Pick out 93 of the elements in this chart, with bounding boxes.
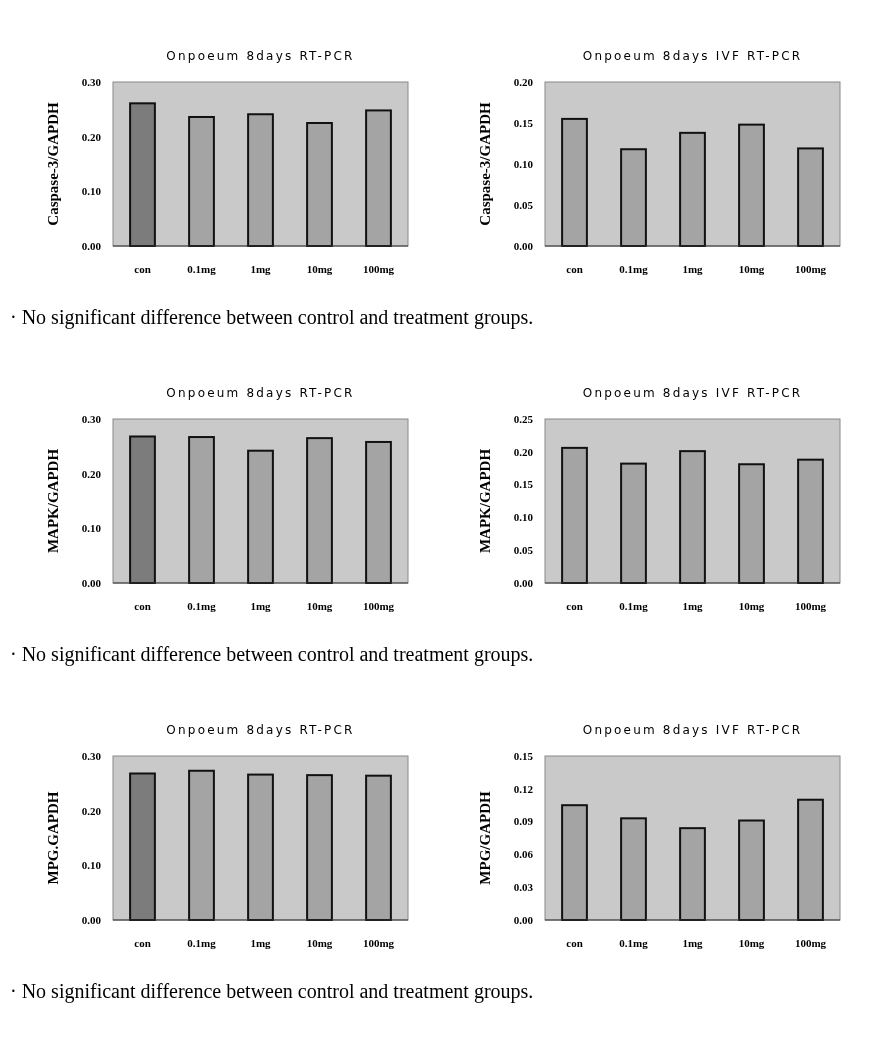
- y-tick-label: 0.00: [513, 913, 534, 926]
- y-tick-label: 0.10: [81, 185, 102, 198]
- bar: [620, 462, 647, 584]
- y-axis-title: MPG/GAPDH: [477, 791, 493, 885]
- y-tick-label: 0.20: [513, 75, 534, 88]
- y-tick-label: 0.20: [513, 445, 534, 458]
- chart-title: Onpoeum 8days IVF RT-PCR: [582, 49, 803, 63]
- y-tick-label: 0.06: [513, 848, 534, 861]
- y-axis-title: Caspase-3/GAPDH: [477, 102, 493, 226]
- y-tick-label: 0.20: [81, 467, 102, 480]
- x-tick-label: 1mg: [682, 600, 704, 612]
- y-axis-title: Caspase-3/GAPDH: [45, 102, 61, 226]
- bar: [620, 817, 647, 921]
- y-tick-label: 0.30: [81, 75, 102, 88]
- y-tick-label: 0.30: [81, 412, 102, 425]
- bar: [679, 450, 706, 584]
- x-tick-label: 0.1mg: [619, 937, 649, 949]
- y-tick-label: 0.15: [513, 478, 534, 491]
- x-tick-label: 10mg: [738, 937, 765, 949]
- x-tick-label: 0.1mg: [187, 600, 217, 612]
- y-tick-label: 0.05: [513, 544, 534, 557]
- y-tick-label: 0.25: [513, 412, 534, 425]
- bar: [561, 804, 588, 921]
- x-tick-label: con: [566, 600, 583, 612]
- chart-title: Onpoeum 8days IVF RT-PCR: [582, 723, 803, 737]
- text: · No significant difference between control and treatment groups.: [9, 979, 535, 1005]
- x-tick-label: 10mg: [738, 263, 765, 275]
- x-tick-label: 1mg: [250, 263, 272, 275]
- y-tick-label: 0.10: [513, 511, 534, 524]
- bar: [679, 131, 706, 247]
- bar: [797, 798, 824, 921]
- x-tick-label: con: [134, 600, 151, 612]
- chart-title: Onpoeum 8days RT-PCR: [166, 723, 355, 737]
- y-tick-label: 0.00: [81, 239, 102, 252]
- y-tick-label: 0.00: [81, 913, 102, 926]
- y-tick-label: 0.09: [513, 815, 534, 828]
- x-tick-label: 100mg: [794, 937, 827, 949]
- x-tick-label: 0.1mg: [187, 263, 217, 275]
- bar: [797, 458, 824, 584]
- y-tick-label: 0.10: [81, 522, 102, 535]
- x-tick-label: con: [566, 263, 583, 275]
- x-tick-label: 10mg: [306, 937, 333, 949]
- y-axis-title: MPG.GAPDH: [45, 791, 61, 885]
- bar: [365, 109, 392, 247]
- x-tick-label: 1mg: [682, 937, 704, 949]
- bar: [306, 122, 333, 247]
- bar: [561, 446, 588, 584]
- text: · No significant difference between control and treatment groups.: [9, 642, 535, 668]
- y-tick-label: 0.15: [513, 749, 534, 762]
- bar: [738, 819, 765, 921]
- bar: [797, 147, 824, 247]
- y-tick-label: 0.00: [81, 576, 102, 589]
- x-tick-label: 0.1mg: [619, 600, 649, 612]
- y-tick-label: 0.00: [513, 239, 534, 252]
- x-tick-label: 1mg: [250, 937, 272, 949]
- x-tick-label: con: [134, 263, 151, 275]
- x-tick-label: 10mg: [306, 263, 333, 275]
- x-tick-label: 0.1mg: [619, 263, 649, 275]
- chart-title: Onpoeum 8days RT-PCR: [166, 49, 355, 63]
- chart-title: Onpoeum 8days IVF RT-PCR: [582, 386, 803, 400]
- bar: [188, 115, 215, 247]
- x-tick-label: 100mg: [362, 263, 395, 275]
- y-tick-label: 0.10: [81, 859, 102, 872]
- y-tick-label: 0.20: [81, 130, 102, 143]
- y-tick-label: 0.05: [513, 198, 534, 211]
- x-tick-label: 100mg: [362, 600, 395, 612]
- y-tick-label: 0.15: [513, 116, 534, 129]
- y-tick-label: 0.00: [513, 576, 534, 589]
- y-tick-label: 0.12: [513, 782, 534, 795]
- x-tick-label: 10mg: [738, 600, 765, 612]
- y-tick-label: 0.30: [81, 749, 102, 762]
- chart-title: Onpoeum 8days RT-PCR: [166, 386, 355, 400]
- y-axis-title: MAPK/GAPDH: [477, 448, 493, 554]
- x-tick-label: con: [134, 937, 151, 949]
- x-tick-label: 0.1mg: [187, 937, 217, 949]
- y-axis-title: MAPK/GAPDH: [45, 448, 61, 554]
- y-tick-label: 0.10: [513, 157, 534, 170]
- y-tick-label: 0.03: [513, 881, 534, 894]
- bar: [738, 463, 765, 584]
- x-tick-label: 1mg: [682, 263, 704, 275]
- bar: [738, 123, 765, 247]
- y-tick-label: 0.20: [81, 804, 102, 817]
- x-tick-label: 1mg: [250, 600, 272, 612]
- bar: [620, 148, 647, 247]
- text: · No significant difference between control and treatment groups.: [9, 305, 535, 331]
- x-tick-label: 100mg: [362, 937, 395, 949]
- x-tick-label: 100mg: [794, 600, 827, 612]
- bar: [679, 827, 706, 921]
- bar: [247, 113, 274, 247]
- x-tick-label: 10mg: [306, 600, 333, 612]
- x-tick-label: con: [566, 937, 583, 949]
- x-tick-label: 100mg: [794, 263, 827, 275]
- bar: [561, 117, 588, 247]
